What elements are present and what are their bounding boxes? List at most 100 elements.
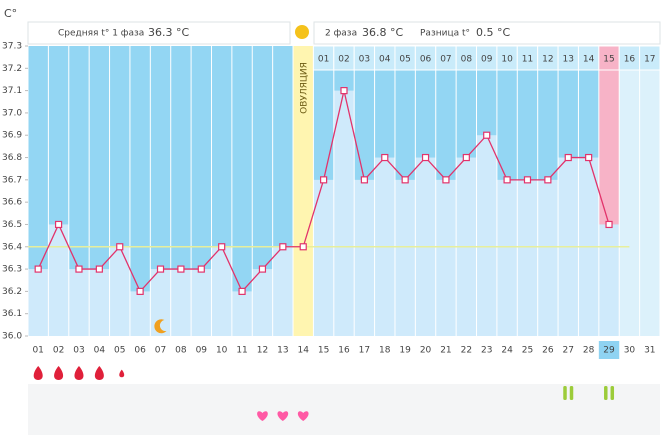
x-tick-label: 24 bbox=[501, 346, 513, 356]
diff-label: Разница t° bbox=[420, 29, 470, 39]
bar bbox=[333, 90, 355, 336]
point bbox=[299, 243, 307, 251]
point bbox=[197, 265, 205, 273]
bar bbox=[231, 291, 253, 336]
x-tick-label: 11 bbox=[236, 346, 247, 356]
phase2-label: 2 фаза bbox=[325, 29, 357, 39]
x-tick-label: 28 bbox=[583, 346, 595, 356]
phase2-day: 01 bbox=[318, 55, 329, 65]
x-tick-label: 17 bbox=[359, 346, 370, 356]
phase2-day: 09 bbox=[481, 55, 493, 65]
x-tick-label: 08 bbox=[175, 346, 187, 356]
x-tick-label: 31 bbox=[644, 346, 655, 356]
bar bbox=[272, 246, 294, 336]
x-tick-label: 07 bbox=[155, 346, 166, 356]
point bbox=[279, 243, 287, 251]
y-tick-label: 36.9 bbox=[2, 131, 22, 141]
bar bbox=[170, 269, 192, 336]
phase2-day: 04 bbox=[379, 55, 391, 65]
point bbox=[360, 176, 368, 184]
heart-icon bbox=[277, 411, 289, 421]
sun-icon bbox=[295, 25, 309, 39]
day-highlight bbox=[598, 341, 620, 359]
point bbox=[156, 265, 165, 273]
point bbox=[136, 287, 144, 295]
phase2-box bbox=[313, 21, 661, 45]
phase2-day: 03 bbox=[359, 55, 370, 65]
y-tick-label: 36.8 bbox=[2, 153, 22, 163]
phase2-day: 07 bbox=[440, 55, 451, 65]
point bbox=[523, 176, 532, 184]
bar bbox=[211, 246, 232, 336]
phase2-day: 06 bbox=[420, 55, 432, 65]
blood-drop bbox=[33, 366, 43, 380]
pill-icon bbox=[610, 386, 615, 400]
phase1-box bbox=[27, 21, 291, 45]
diff-value: 0.5 °C bbox=[476, 26, 510, 39]
blood-drop bbox=[54, 366, 64, 380]
point bbox=[483, 131, 491, 139]
bar bbox=[252, 269, 273, 336]
phase1-value: 36.3 °C bbox=[148, 26, 189, 39]
bar bbox=[537, 179, 559, 336]
ovulation-label: ОВУЛЯЦИЯ bbox=[300, 62, 310, 114]
bar bbox=[68, 269, 90, 336]
moon-icon bbox=[154, 319, 167, 334]
y-tick-label: 36.3 bbox=[2, 265, 22, 275]
phase2-day: 08 bbox=[461, 55, 473, 65]
x-tick-label: 01 bbox=[32, 346, 43, 356]
phase2-day: 12 bbox=[542, 55, 553, 65]
empty-column bbox=[619, 46, 640, 336]
bar bbox=[89, 269, 110, 336]
point bbox=[585, 153, 593, 162]
point bbox=[381, 153, 389, 162]
phase2-value: 36.8 °C bbox=[362, 26, 403, 39]
x-tick-label: 23 bbox=[481, 346, 492, 356]
bar bbox=[394, 179, 416, 336]
bar bbox=[496, 179, 518, 336]
x-tick-label: 05 bbox=[114, 346, 125, 356]
x-tick-label: 20 bbox=[420, 346, 432, 356]
point bbox=[544, 176, 552, 184]
bar bbox=[313, 179, 334, 336]
point bbox=[462, 153, 470, 162]
bar bbox=[191, 269, 212, 336]
bar bbox=[109, 246, 130, 336]
point bbox=[54, 220, 63, 229]
y-tick-label: 37.2 bbox=[2, 64, 22, 74]
x-tick-label: 27 bbox=[563, 346, 574, 356]
x-tick-label: 10 bbox=[216, 346, 228, 356]
y-tick-label: 36.4 bbox=[2, 242, 22, 252]
phase2-day: 02 bbox=[338, 55, 349, 65]
phase2-day: 11 bbox=[522, 55, 533, 65]
phase2-cell bbox=[639, 45, 661, 71]
point bbox=[442, 176, 450, 184]
point bbox=[75, 265, 83, 273]
x-tick-label: 30 bbox=[624, 346, 636, 356]
x-tick-label: 13 bbox=[277, 346, 288, 356]
bar bbox=[435, 179, 457, 336]
phase2-day: 15 bbox=[603, 55, 614, 65]
blood-drop bbox=[119, 369, 125, 378]
bar bbox=[293, 246, 314, 336]
phase2-day: 05 bbox=[399, 55, 410, 65]
x-tick-label: 18 bbox=[379, 346, 391, 356]
y-tick-label: 37.0 bbox=[2, 108, 22, 118]
point bbox=[116, 243, 124, 251]
x-tick-label: 02 bbox=[53, 346, 64, 356]
point bbox=[258, 265, 267, 273]
pill-icon bbox=[604, 386, 608, 400]
point bbox=[564, 153, 572, 162]
bar bbox=[129, 291, 151, 336]
bar bbox=[150, 269, 171, 336]
bar bbox=[48, 224, 69, 336]
point bbox=[238, 287, 246, 295]
pill-icon bbox=[569, 386, 574, 400]
bar bbox=[28, 269, 49, 336]
heart-icon bbox=[257, 411, 268, 421]
x-tick-label: 15 bbox=[318, 346, 329, 356]
x-tick-label: 19 bbox=[399, 346, 411, 356]
event-band bbox=[28, 384, 660, 435]
highlight-column bbox=[598, 46, 620, 225]
blood-drop bbox=[74, 366, 84, 380]
